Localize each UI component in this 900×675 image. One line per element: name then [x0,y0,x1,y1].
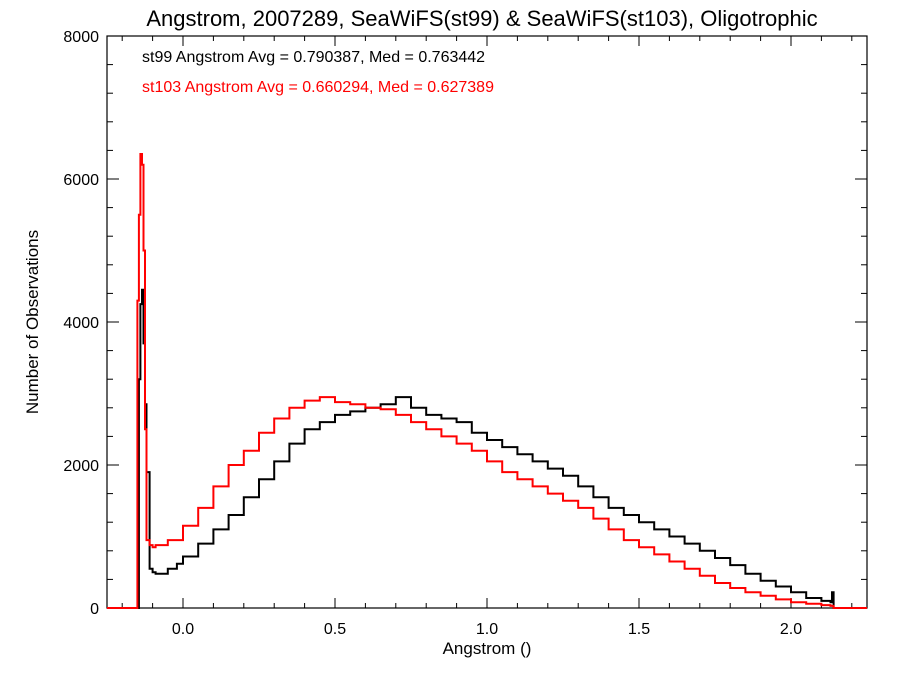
st99-stats-annotation: st99 Angstrom Avg = 0.790387, Med = 0.76… [142,49,485,66]
axis-ticks [107,35,867,609]
st103-stats-annotation: st103 Angstrom Avg = 0.660294, Med = 0.6… [142,79,494,96]
st99-series-line [107,288,867,609]
chart-title: Angstrom, 2007289, SeaWiFS(st99) & SeaWi… [146,6,817,31]
x-tick-label: 2.0 [780,621,802,638]
x-tick-label: 0.0 [172,621,194,638]
y-tick-label: 8000 [63,29,99,46]
st103-series-line [107,153,867,609]
y-tick-label: 4000 [63,315,99,332]
y-tick-label: 6000 [63,172,99,189]
x-tick-label: 1.0 [476,621,498,638]
x-tick-label: 1.5 [628,621,650,638]
tick-labels: 0.0 0.5 1.0 1.5 2.0 0 2000 4000 6000 8000 [63,29,802,638]
y-axis-label: Number of Observations [23,230,42,414]
y-tick-label: 2000 [63,458,99,475]
x-axis-label: Angstrom () [443,639,532,658]
y-tick-label: 0 [90,601,99,618]
series-lines [107,153,867,609]
x-tick-label: 0.5 [324,621,346,638]
plot-frame [106,35,868,609]
